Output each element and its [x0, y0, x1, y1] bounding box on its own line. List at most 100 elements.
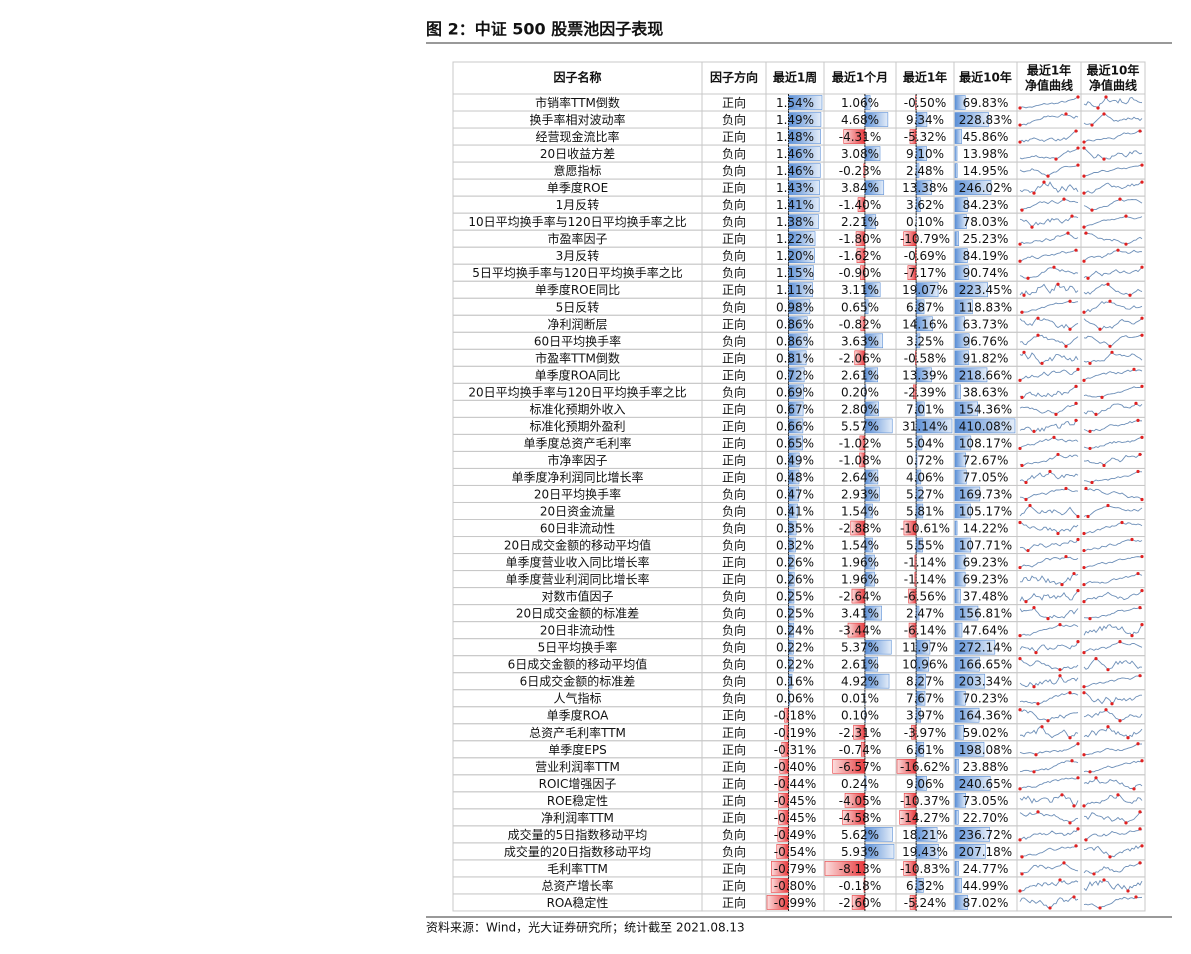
positive-bar	[954, 673, 986, 689]
sparkline	[1083, 879, 1143, 892]
sparkline-dot	[1076, 367, 1080, 371]
cell-text: 1.46%	[776, 147, 814, 161]
sparkline	[1083, 556, 1143, 569]
cell-text: -0.19%	[774, 726, 816, 740]
sparkline-dot	[1018, 242, 1022, 246]
cell-text: 18.21%	[902, 828, 948, 842]
cell-text: 6日成交金额的移动平均值	[508, 657, 648, 672]
sparkline-dot	[1094, 776, 1098, 780]
sparkline	[1019, 504, 1079, 517]
sparkline-dot	[1138, 606, 1142, 610]
cell-text: 负向	[722, 640, 746, 655]
cell	[1016, 331, 1082, 350]
sparkline	[1019, 641, 1079, 654]
positive-bar	[915, 146, 927, 161]
cell-text: 91.82%	[963, 351, 1009, 365]
sparkline-dot	[1108, 855, 1112, 859]
cell-text: 单季度营业利润同比增长率	[505, 572, 649, 587]
cell	[1080, 161, 1146, 180]
negative-bar	[776, 844, 789, 859]
negative-bar	[908, 588, 917, 604]
cell	[1016, 655, 1082, 674]
sparkline-dot	[1116, 248, 1120, 252]
sparkline-dot	[1116, 793, 1120, 797]
positive-bar	[954, 724, 964, 740]
cell-text: -0.90%	[839, 266, 881, 280]
sparkline-dot	[1110, 350, 1114, 354]
cell-text: 20日收益方差	[540, 146, 615, 161]
cell-text: 13.98%	[963, 147, 1009, 161]
sparkline-dot	[1134, 895, 1138, 899]
cell-text: 1.06%	[841, 96, 879, 110]
cell-text: 1.20%	[776, 249, 814, 263]
positive-bar	[788, 588, 795, 604]
cell-text: -0.58%	[904, 351, 946, 365]
cell-text: -2.06%	[839, 351, 881, 365]
cell	[1080, 859, 1146, 878]
cell-text: 0.41%	[776, 504, 814, 518]
sparkline-dot	[1138, 810, 1142, 814]
positive-bar	[864, 503, 873, 519]
cell-text: 69.23%	[963, 573, 1009, 587]
cell-text: 1.15%	[776, 266, 814, 280]
sparkline	[1019, 402, 1079, 415]
cell-text: 59.02%	[963, 726, 1009, 740]
positive-bar	[915, 401, 925, 417]
sparkline	[1019, 760, 1079, 773]
cell-text: 负向	[722, 112, 746, 127]
cell-text: 5日平均换手率与120日平均换手率之比	[472, 265, 683, 280]
positive-bar	[954, 435, 972, 451]
positive-bar	[915, 197, 921, 212]
sparkline	[1083, 96, 1143, 109]
cell-text: 31.14%	[902, 419, 948, 433]
cell-text: ROA稳定性	[547, 895, 609, 910]
cell-text: 2.47%	[906, 607, 944, 621]
sparkline-dot	[1062, 861, 1066, 865]
cell-text: 2.48%	[906, 164, 944, 178]
positive-bar	[954, 469, 967, 485]
cell	[1016, 399, 1082, 418]
cell-text: 164.36%	[959, 709, 1012, 723]
positive-bar	[788, 350, 807, 366]
cell-text: 223.45%	[959, 283, 1012, 297]
cell-text: 77.05%	[963, 470, 1009, 484]
negative-bar	[911, 724, 917, 740]
positive-bar	[915, 469, 922, 485]
cell	[1016, 876, 1082, 895]
cell-text: -10.37%	[900, 794, 950, 808]
positive-bar	[788, 503, 798, 519]
negative-bar	[899, 810, 917, 825]
cell-text: 9.34%	[906, 113, 944, 127]
cell-text: 负向	[722, 691, 746, 706]
positive-bar	[954, 775, 991, 791]
negative-bar	[909, 129, 917, 144]
positive-bar	[788, 571, 795, 587]
sparkline-dot	[1082, 600, 1086, 604]
sparkline-dot	[1018, 259, 1022, 263]
sparkline-dot	[1102, 463, 1106, 468]
cell-text: 63.73%	[963, 317, 1009, 331]
cell-text: -0.45%	[774, 794, 816, 808]
positive-bar	[954, 350, 969, 366]
cell-text: 正向	[722, 452, 746, 467]
sparkline-dot	[1092, 872, 1096, 876]
sparkline	[1083, 522, 1143, 534]
sparkline-dot	[1064, 554, 1068, 559]
sparkline	[1083, 130, 1143, 143]
cell	[1080, 621, 1146, 640]
cell	[1016, 178, 1082, 197]
cell-text: 0.24%	[776, 624, 814, 638]
sparkline-dot	[1082, 378, 1086, 382]
sparkline	[1019, 862, 1079, 875]
cell-text: -4.31%	[839, 130, 881, 144]
sparkline-dot	[1076, 742, 1080, 746]
sparkline-dot	[1108, 299, 1112, 303]
sparkline-dot	[1022, 293, 1026, 297]
sparkline-dot	[1094, 412, 1098, 416]
cell-text: 负向	[722, 486, 746, 501]
cell-text: 169.73%	[959, 487, 1012, 501]
cell-text: 单季度总资产毛利率	[523, 435, 631, 450]
cell-text: 19.43%	[902, 845, 948, 859]
sparkline	[1083, 641, 1143, 654]
